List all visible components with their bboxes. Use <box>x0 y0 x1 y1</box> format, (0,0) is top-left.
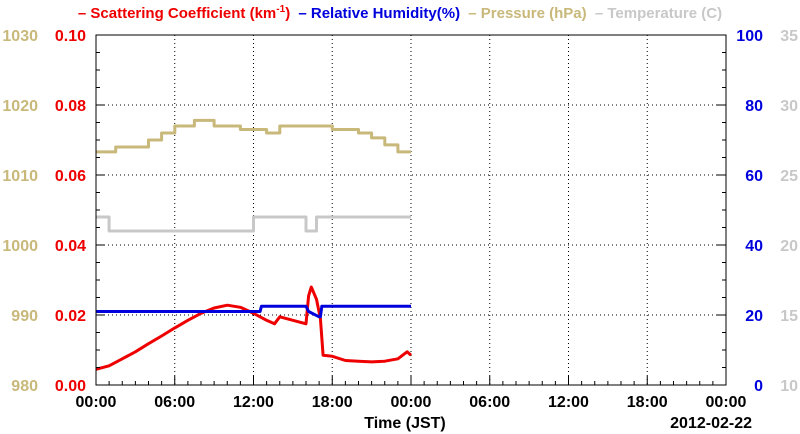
scattering-tick-label: 0.08 <box>55 98 86 115</box>
legend-scattering-end: ) <box>285 5 291 22</box>
scattering-tick-label: 0.02 <box>55 308 86 325</box>
temperature-tick-label: 15 <box>780 308 798 325</box>
legend-scattering: – Scattering Coefficient (km-1) <box>77 4 291 22</box>
scattering-tick-label: 0.00 <box>55 378 86 395</box>
series-scattering <box>95 285 413 371</box>
pressure-tick-label: 1030 <box>2 28 38 45</box>
legend-pressure-label: Pressure (hPa) <box>480 5 587 22</box>
pressure-tick-label: 1020 <box>2 98 38 115</box>
x-tick-label: 00:00 <box>391 394 432 411</box>
humidity-tick-label: 100 <box>736 28 763 45</box>
legend-humidity-label: Relative Humidity(%) <box>310 5 461 22</box>
x-tick-label: 18:00 <box>312 394 353 411</box>
x-tick-label: 18:00 <box>627 394 668 411</box>
x-tick-label: 00:00 <box>706 394 747 411</box>
humidity-tick-label: 20 <box>745 308 763 325</box>
humidity-tick-label: 80 <box>745 98 763 115</box>
temperature-tick-label: 10 <box>780 378 798 395</box>
temperature-tick-label: 25 <box>780 168 798 185</box>
x-tick-label: 06:00 <box>154 394 195 411</box>
humidity-tick-label: 0 <box>754 378 763 395</box>
scattering-tick-label: 0.10 <box>55 28 86 45</box>
humidity-tick-label: 40 <box>745 238 763 255</box>
axes-group: 00:00 06:00 12:00 18:00 00:00 06:00 12:00 18:00… <box>2 28 798 411</box>
x-tick-label: 06:00 <box>469 394 510 411</box>
temperature-tick-label: 35 <box>780 28 798 45</box>
temperature-tick-label: 30 <box>780 98 798 115</box>
temperature-tick-label: 20 <box>780 238 798 255</box>
legend-humidity: – Relative Humidity(%) <box>298 5 461 22</box>
legend-pressure: – Pressure (hPa) <box>468 5 587 22</box>
pressure-tick-label: 980 <box>11 378 38 395</box>
x-tick-label: 12:00 <box>233 394 274 411</box>
legend-temperature: – Temperature (C) <box>594 5 723 22</box>
x-tick-label: 00:00 <box>76 394 117 411</box>
pressure-tick-label: 1000 <box>2 238 38 255</box>
x-tick-label: 12:00 <box>548 394 589 411</box>
legend-scattering-label: Scattering Coefficient (km <box>90 5 277 22</box>
series-humidity <box>96 304 411 319</box>
scattering-tick-label: 0.06 <box>55 168 86 185</box>
humidity-tick-label: 60 <box>745 168 763 185</box>
legend-scattering-sup: -1 <box>276 4 286 15</box>
series-group <box>95 118 413 371</box>
series-pressure <box>96 118 411 154</box>
x-axis-label: Time (JST) <box>364 415 446 432</box>
legend-temperature-label: Temperature (C) <box>607 5 723 22</box>
pressure-tick-label: 1010 <box>2 168 38 185</box>
grid-lines <box>96 35 726 385</box>
pressure-tick-label: 990 <box>11 308 38 325</box>
date-label: 2012-02-22 <box>670 415 752 432</box>
series-temperature <box>96 215 411 233</box>
scattering-tick-label: 0.04 <box>55 238 86 255</box>
chart-legend: – Scattering Coefficient (km-1) – Relati… <box>0 4 800 22</box>
